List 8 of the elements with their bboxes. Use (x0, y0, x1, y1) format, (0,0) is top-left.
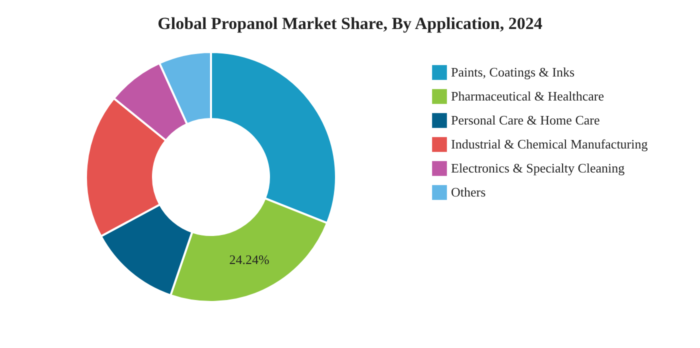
legend-label: Others (451, 184, 486, 200)
legend-label: Electronics & Specialty Cleaning (451, 160, 626, 176)
legend-label: Pharmaceutical & Healthcare (451, 88, 604, 104)
legend-label: Paints, Coatings & Inks (451, 64, 575, 80)
chart-title: Global Propanol Market Share, By Application, 2024 (158, 14, 543, 33)
legend-label: Personal Care & Home Care (451, 112, 600, 128)
data-label: 24.24% (229, 252, 270, 268)
legend-label: Industrial & Chemical Manufacturing (451, 136, 648, 152)
